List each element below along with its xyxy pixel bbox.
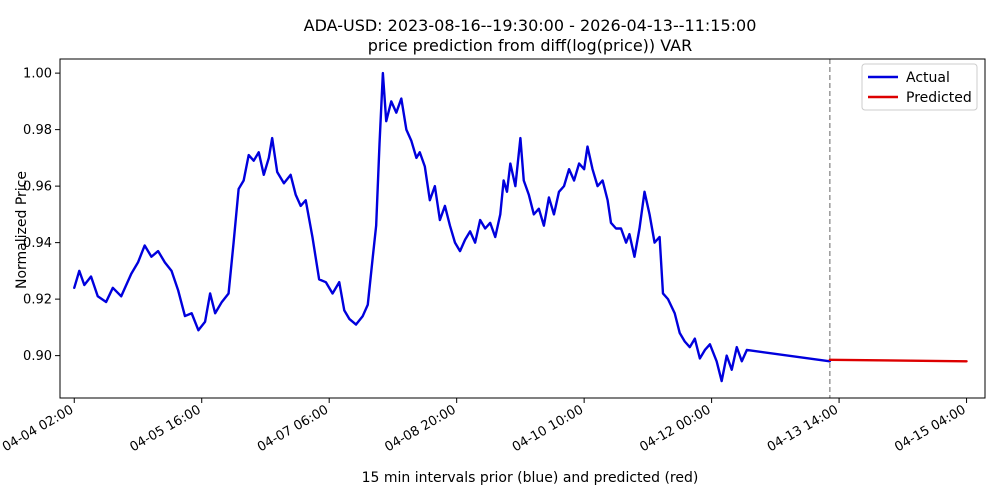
y-tick-label: 0.94 [23,236,52,251]
x-tick-label: 04-08 20:00 [382,402,458,455]
y-tick-label: 0.92 [23,293,52,308]
legend-label-actual: Actual [906,70,950,86]
y-tick-label: 0.96 [23,180,52,195]
x-tick-label: 04-10 10:00 [510,402,586,455]
x-tick-label: 04-12 00:00 [637,402,713,455]
x-tick-label: 04-05 16:00 [127,402,203,455]
x-tick-label: 04-07 06:00 [255,402,331,455]
x-axis-label: 15 min intervals prior (blue) and predic… [362,470,699,486]
x-tick-label: 04-04 02:00 [0,402,76,455]
series-line-predicted [828,358,968,363]
y-tick-label: 1.00 [23,67,52,82]
chart-subtitle: price prediction from diff(log(price)) V… [368,36,692,55]
x-tick-label: 04-15 04:00 [892,402,968,455]
y-tick-label: 0.90 [23,349,52,364]
plot-frame [59,58,986,399]
x-tick-label: 04-13 14:00 [765,402,841,455]
series-line-actual [73,71,832,383]
legend-box [861,63,978,111]
legend-label-predicted: Predicted [906,90,972,106]
y-axis-label: Normalized Price [14,171,30,289]
y-tick-label: 0.98 [23,123,52,138]
chart-title: ADA-USD: 2023-08-16--19:30:00 - 2026-04-… [304,16,757,35]
